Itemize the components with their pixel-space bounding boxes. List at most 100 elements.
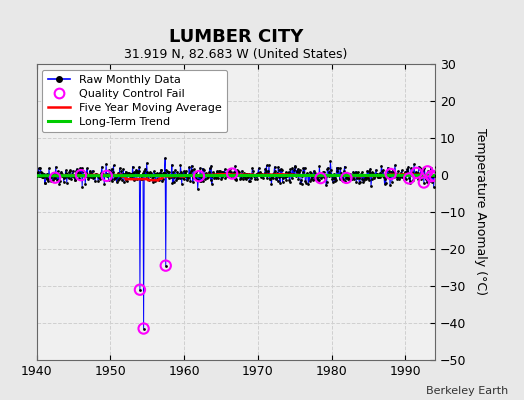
Point [84, 175, 93, 182]
Point [381, 176, 389, 183]
Point [391, 171, 400, 177]
Point [310, 168, 318, 174]
Point [70, 173, 79, 179]
Point [37, 174, 46, 180]
Point [420, 179, 428, 186]
Point [147, 172, 156, 178]
Point [316, 175, 325, 181]
Point [103, 173, 111, 179]
Point [289, 171, 297, 178]
Point [423, 168, 432, 174]
Point [372, 167, 380, 173]
Point [67, 176, 75, 182]
Point [226, 172, 234, 178]
Point [71, 177, 79, 183]
Point [202, 170, 210, 176]
Point [194, 176, 202, 183]
Point [115, 165, 124, 171]
Point [387, 171, 395, 177]
Point [367, 183, 375, 189]
Point [185, 170, 194, 176]
Point [344, 176, 353, 182]
Point [116, 175, 125, 182]
Point [48, 177, 57, 183]
Point [199, 178, 208, 184]
Point [225, 168, 233, 174]
Point [129, 177, 138, 184]
Point [83, 165, 91, 172]
Point [257, 174, 265, 180]
Point [310, 176, 319, 182]
Point [341, 178, 350, 184]
Point [241, 174, 249, 181]
Point [303, 172, 312, 178]
Point [424, 178, 433, 184]
Point [187, 168, 195, 174]
Point [289, 166, 298, 173]
Point [311, 174, 320, 180]
Point [165, 168, 173, 175]
Point [434, 160, 443, 167]
Point [276, 180, 284, 186]
Point [149, 174, 158, 180]
Point [392, 171, 400, 177]
Point [126, 171, 135, 177]
Point [398, 174, 407, 180]
Point [266, 175, 274, 182]
Point [292, 168, 301, 174]
Point [125, 170, 134, 177]
Point [293, 166, 302, 172]
Point [83, 174, 92, 180]
Point [49, 170, 58, 176]
Point [81, 181, 90, 187]
Point [119, 166, 127, 172]
Point [106, 168, 115, 175]
Point [77, 172, 85, 178]
Point [292, 173, 300, 179]
Point [51, 174, 59, 181]
Point [409, 170, 417, 177]
Point [270, 164, 279, 170]
Point [253, 170, 261, 177]
Point [415, 164, 423, 170]
Point [364, 174, 372, 181]
Point [57, 171, 65, 177]
Point [261, 165, 269, 172]
Point [361, 175, 369, 181]
Point [170, 174, 179, 180]
Legend: Raw Monthly Data, Quality Control Fail, Five Year Moving Average, Long-Term Tren: Raw Monthly Data, Quality Control Fail, … [42, 70, 227, 132]
Point [399, 176, 408, 182]
Point [148, 176, 156, 182]
Point [370, 174, 378, 181]
Point [236, 176, 244, 182]
Point [38, 169, 47, 176]
Point [214, 175, 222, 181]
Point [377, 162, 386, 169]
Point [342, 175, 351, 181]
Point [199, 166, 207, 172]
Point [384, 170, 392, 177]
Point [421, 172, 429, 179]
Point [80, 171, 89, 178]
Point [35, 173, 43, 179]
Point [356, 172, 365, 178]
Point [78, 165, 86, 171]
Point [309, 172, 318, 178]
Point [220, 171, 228, 178]
Point [34, 169, 42, 175]
Point [183, 173, 191, 180]
Point [395, 172, 403, 178]
Point [363, 174, 371, 180]
Point [413, 171, 421, 177]
Point [296, 167, 304, 174]
Point [405, 164, 413, 170]
Point [385, 168, 394, 174]
Point [228, 172, 237, 179]
Point [401, 170, 409, 176]
Point [382, 173, 390, 180]
Point [124, 170, 132, 176]
Point [416, 166, 424, 172]
Point [173, 169, 182, 175]
Point [392, 174, 401, 180]
Point [171, 167, 179, 173]
